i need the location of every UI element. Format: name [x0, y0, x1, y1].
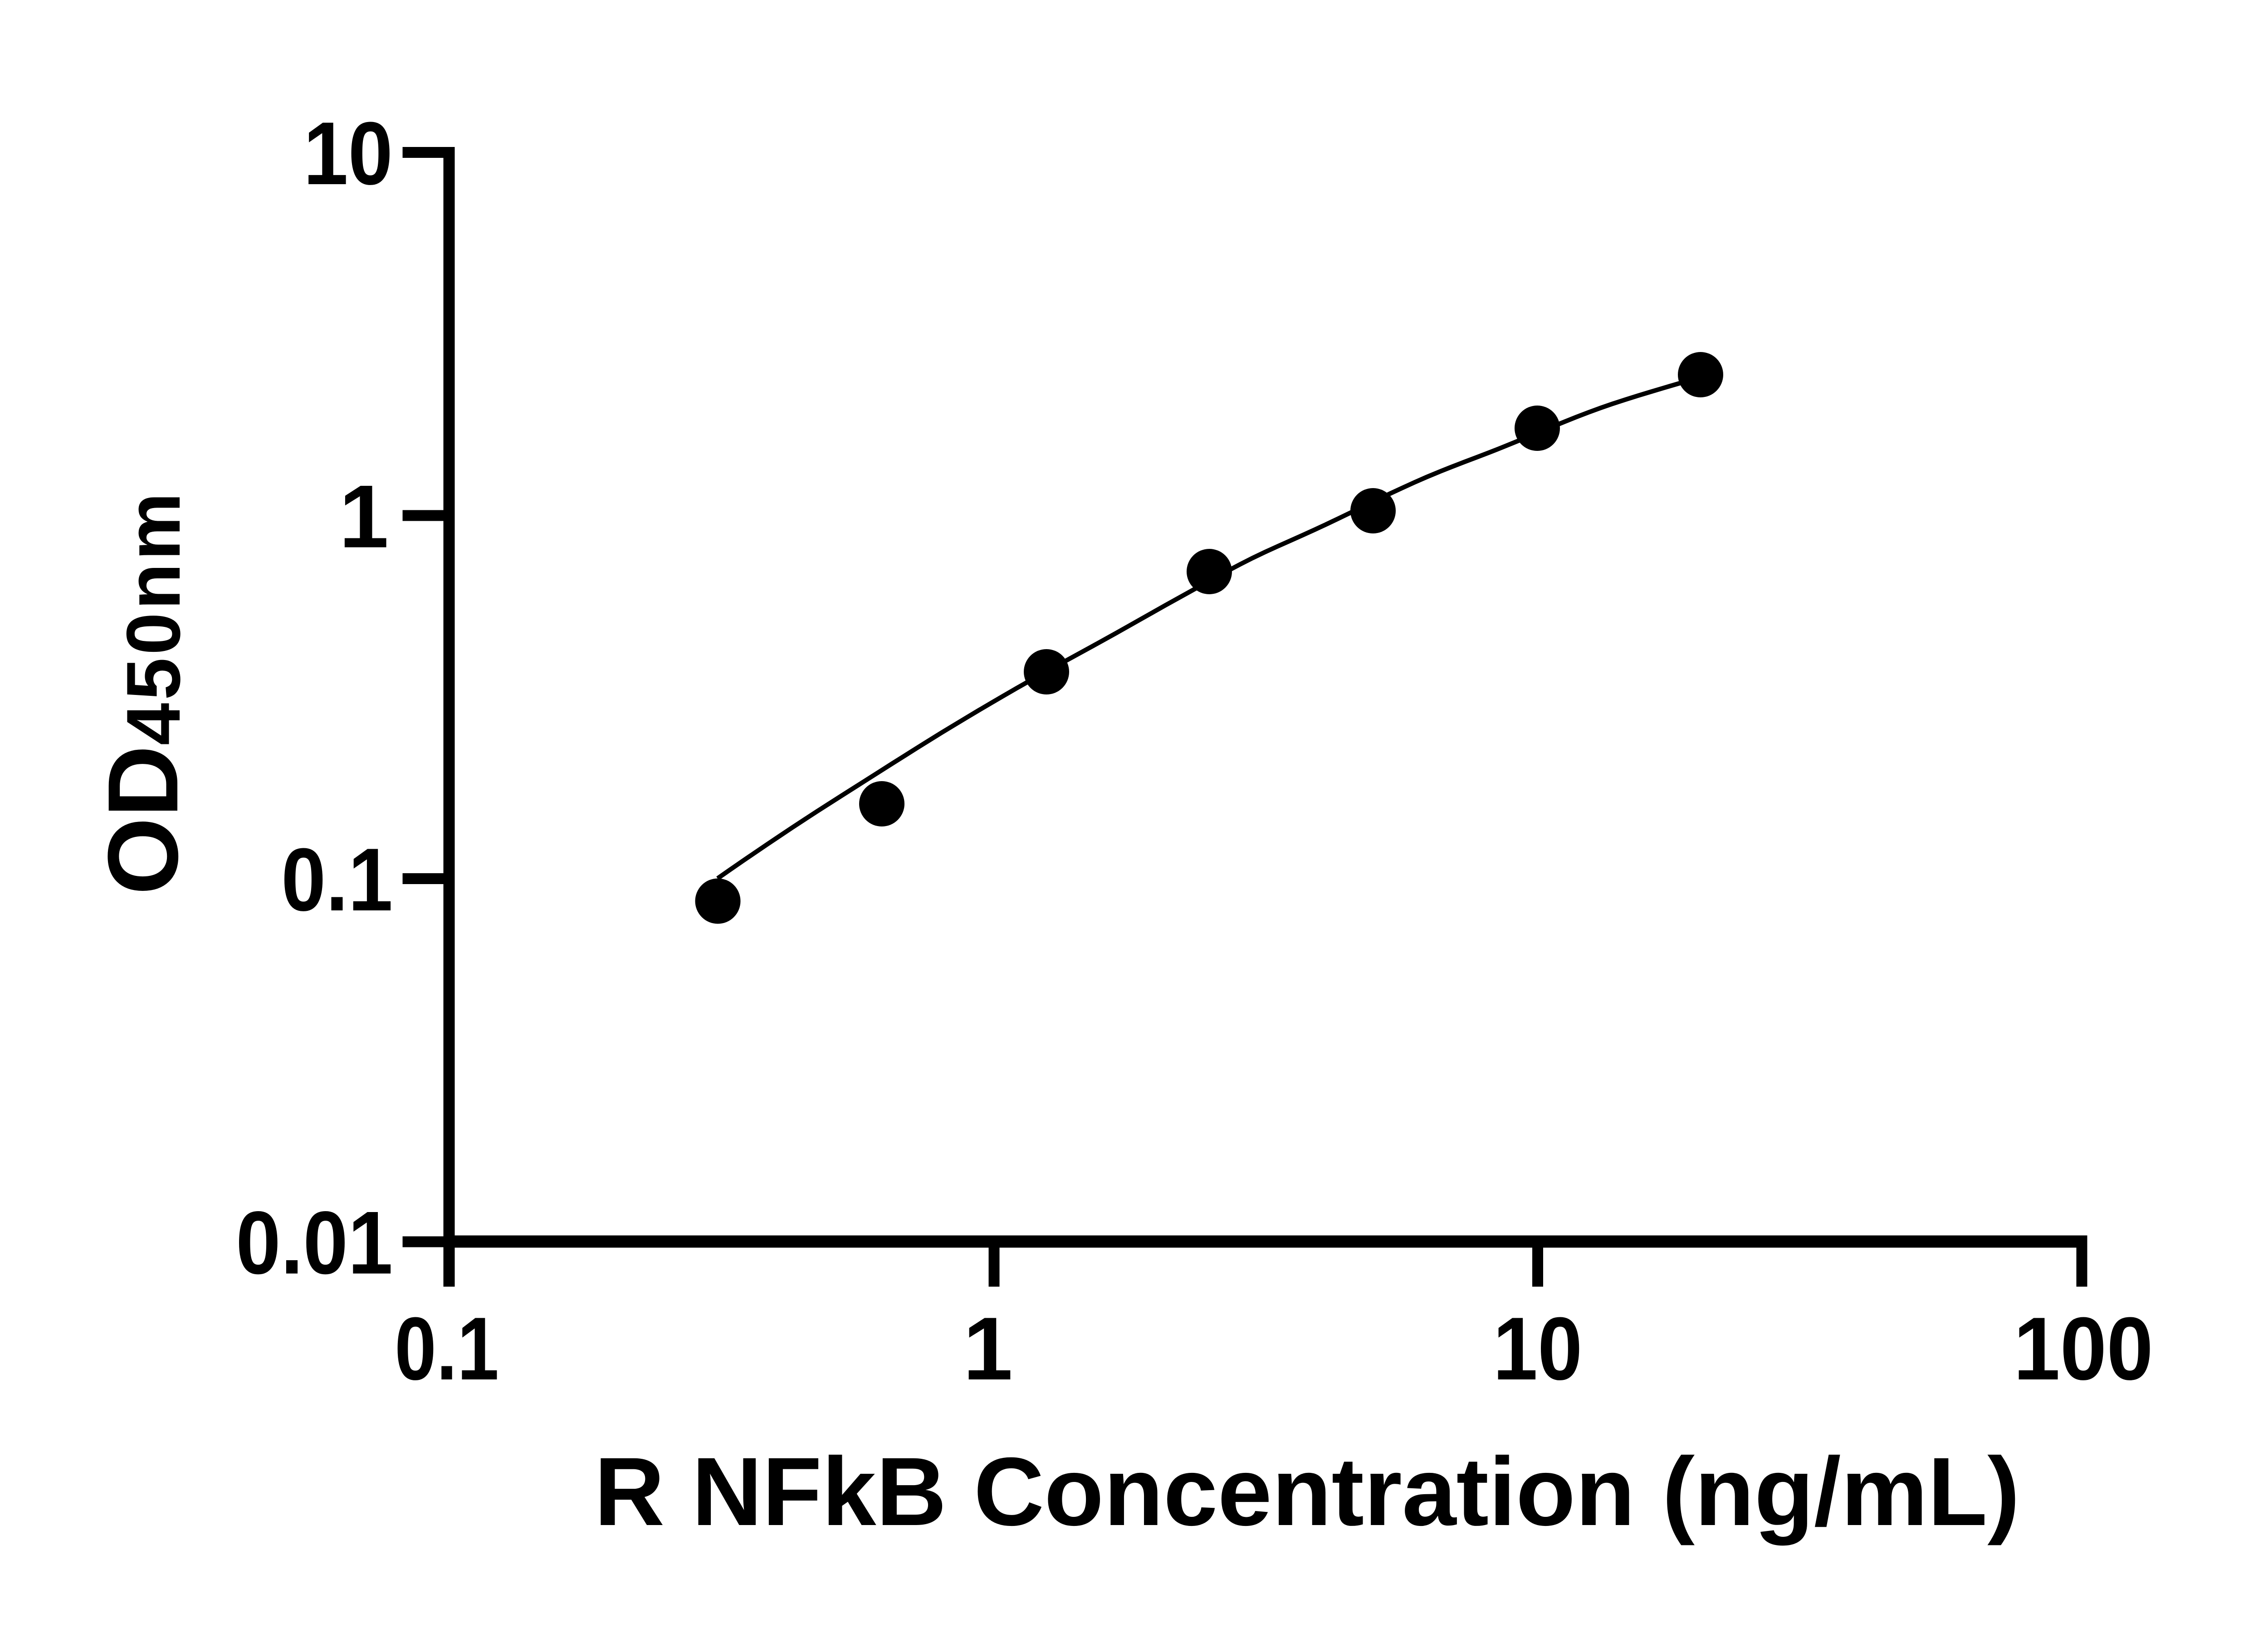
- svg-text:R NFkB Concentration (ng/mL): R NFkB Concentration (ng/mL): [594, 1437, 2020, 1546]
- svg-text:OD450nm: OD450nm: [87, 493, 199, 895]
- svg-text:10: 10: [1493, 1299, 1583, 1398]
- svg-text:1: 1: [963, 1299, 1013, 1398]
- svg-text:1: 1: [339, 467, 389, 567]
- svg-text:10: 10: [303, 103, 393, 203]
- svg-text:0.1: 0.1: [281, 830, 393, 929]
- svg-text:0.01: 0.01: [236, 1193, 393, 1293]
- svg-text:0.1: 0.1: [395, 1299, 499, 1398]
- svg-text:100: 100: [2014, 1299, 2153, 1398]
